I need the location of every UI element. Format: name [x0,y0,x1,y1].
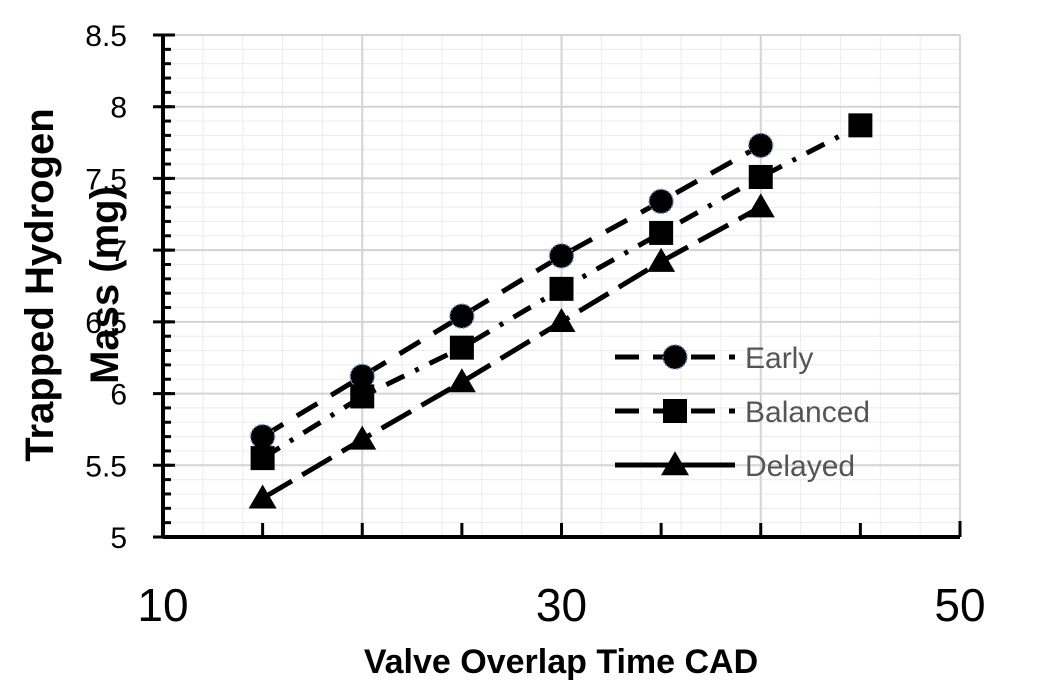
x-tick-label: 50 [934,579,985,631]
axis-ticks: 5 5.5 6 6.5 7 7.5 8 8.5 10 30 50 [85,20,985,631]
series-balanced [250,113,873,471]
y-tick-label: 6.5 [85,307,127,340]
series-line-delayed [261,204,762,501]
x-tick-label: 30 [536,579,587,631]
data-point-early [349,363,375,390]
legend-item-early: Early [615,342,813,375]
y-axis-title-line-1: Trapped Hydrogen [18,108,62,461]
data-point-balanced [449,335,474,360]
data-point-balanced [350,384,375,409]
y-tick-label: 6 [110,379,127,412]
major-gridlines [162,34,961,538]
series-layer [248,113,873,509]
series-line-early [261,143,762,439]
data-point-delayed [746,193,775,218]
series-early [249,132,774,450]
x-tick-label: 10 [137,579,188,631]
data-point-balanced [250,446,275,471]
data-point-balanced [748,164,773,189]
data-point-early [548,243,575,269]
data-point-balanced [549,276,574,301]
y-tick-label: 5.5 [85,450,127,483]
legend-label-balanced: Balanced [745,396,870,429]
legend-label-early: Early [745,342,813,375]
data-point-delayed [547,308,576,333]
data-point-balanced [649,220,674,245]
legend-marker-early [662,344,688,370]
series-delayed [248,193,775,509]
legend: Early Balanced Delayed [615,342,870,483]
data-point-delayed [348,425,377,450]
data-point-delayed [447,368,476,393]
data-point-early [648,188,674,215]
y-axis-title-line-2: Mass (mg) [83,186,127,384]
y-tick-label: 5 [110,522,127,555]
y-tick-label: 7 [110,235,127,268]
legend-item-balanced: Balanced [615,396,870,429]
data-point-delayed [248,484,277,509]
legend-marker-balanced [663,399,687,423]
data-point-balanced [848,113,873,138]
y-tick-label: 7.5 [85,163,127,196]
data-point-early [249,423,276,450]
data-point-delayed [647,247,676,272]
x-axis-title: Valve Overlap Time CAD [364,643,758,681]
y-tick-label: 8.5 [85,20,127,53]
data-point-early [449,303,475,329]
legend-label-delayed: Delayed [745,450,855,483]
data-point-early [748,132,774,159]
legend-marker-delayed [661,451,689,476]
y-tick-label: 8 [110,92,127,125]
axis-labels: Valve Overlap Time CAD Trapped Hydrogen Ma… [18,108,758,681]
legend-item-delayed: Delayed [615,450,855,483]
